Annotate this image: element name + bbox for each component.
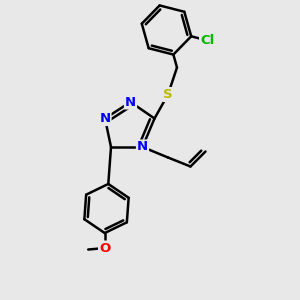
Text: N: N <box>137 140 148 154</box>
Text: N: N <box>125 95 136 109</box>
Text: O: O <box>99 242 110 254</box>
Text: Cl: Cl <box>200 34 214 47</box>
Text: N: N <box>99 112 111 125</box>
Text: S: S <box>163 88 173 101</box>
